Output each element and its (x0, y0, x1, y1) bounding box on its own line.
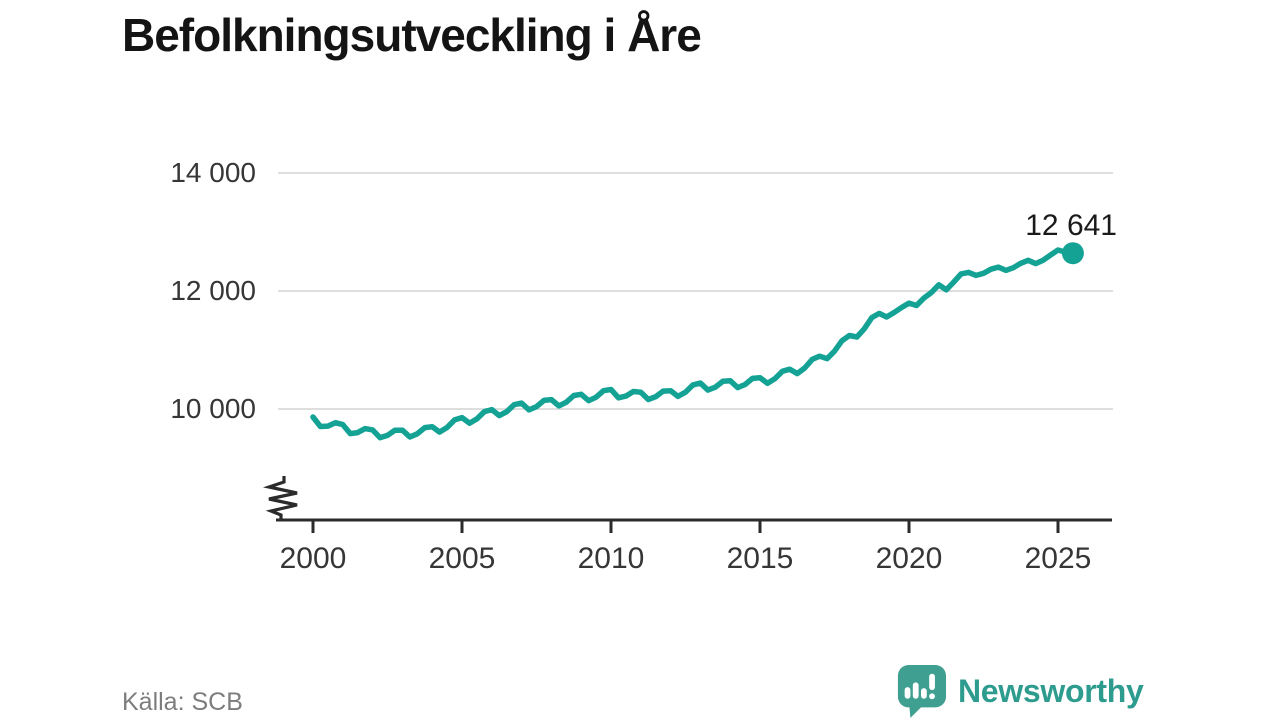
x-axis-label-2005: 2005 (428, 542, 496, 575)
y-axis-break-icon (262, 476, 298, 520)
x-axis-label-2015: 2015 (726, 542, 794, 575)
x-axis-label-2010: 2010 (577, 542, 645, 575)
bar-chart-glyph (904, 682, 927, 699)
population-line-series (310, 247, 1076, 441)
end-value-label: 12 641 (1025, 209, 1117, 242)
source-caption: Källa: SCB (122, 688, 243, 716)
newsworthy-logo-icon (897, 665, 946, 718)
end-point-marker (1061, 242, 1084, 265)
x-axis-label-2000: 2000 (279, 542, 347, 575)
x-axis-label-2025: 2025 (1024, 542, 1092, 575)
y-axis-label-14000: 14 000 (170, 157, 256, 188)
x-axis-label-2020: 2020 (875, 542, 943, 575)
exclamation-glyph (929, 673, 935, 700)
x-axis-ticks-group (311, 520, 1060, 533)
newsworthy-logo-text: Newsworthy (958, 673, 1144, 709)
gridlines-group (278, 172, 1113, 410)
newsworthy-logo: Newsworthy (896, 663, 1144, 719)
page-title: Befolkningsutveckling i Åre (122, 9, 702, 61)
y-axis-label-12000: 12 000 (170, 275, 256, 306)
y-axis-label-10000: 10 000 (170, 393, 256, 424)
